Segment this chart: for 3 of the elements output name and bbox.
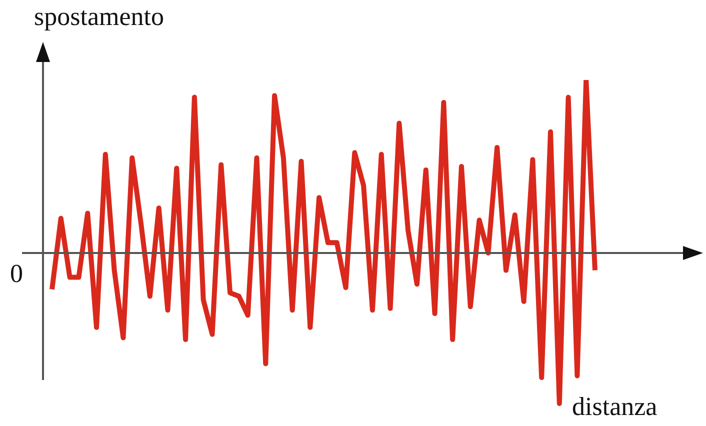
x-axis-title: distanza: [572, 392, 658, 422]
text: 0: [10, 258, 23, 288]
y-axis-title: spostamento: [34, 2, 164, 32]
